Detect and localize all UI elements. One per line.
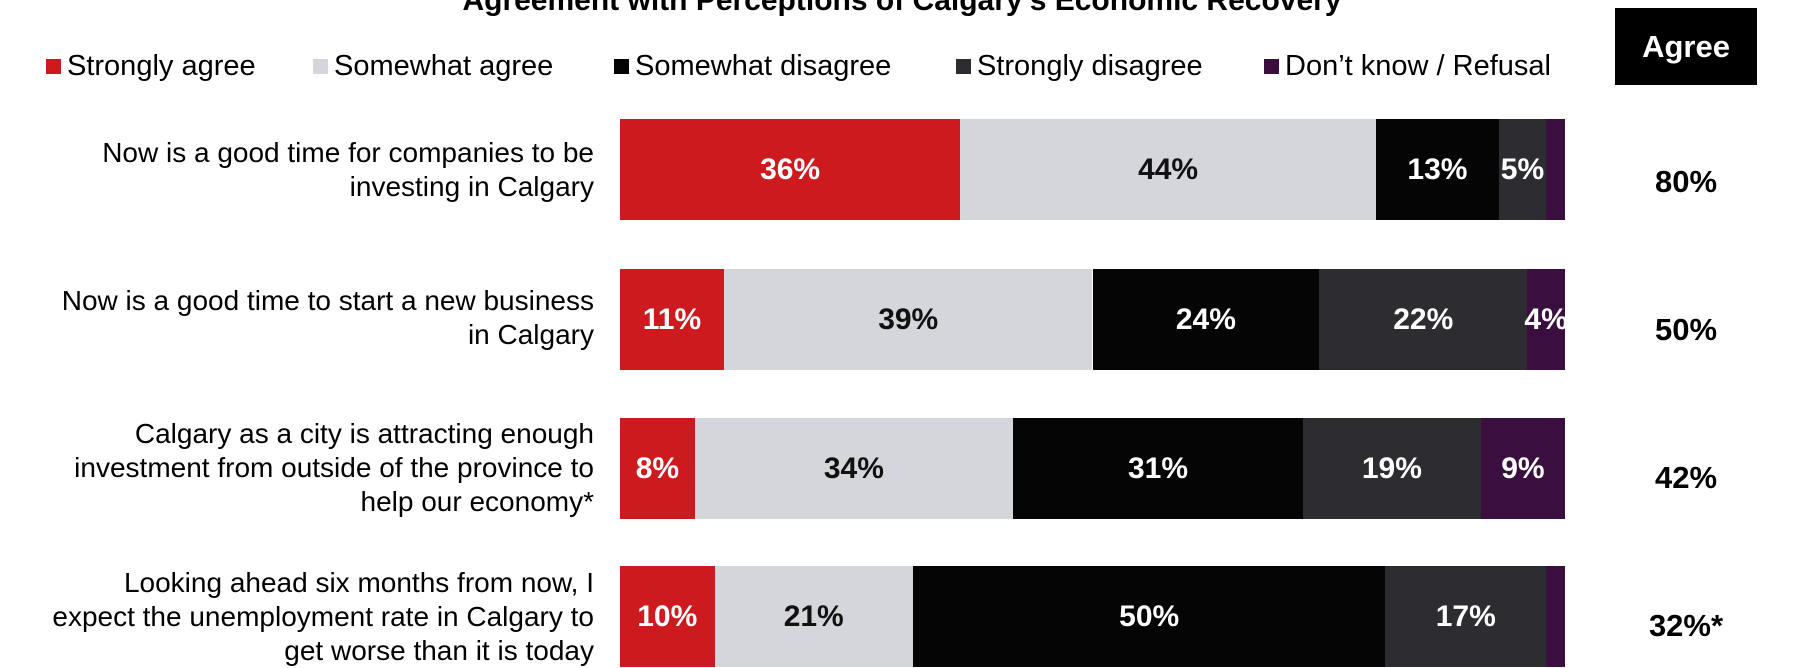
bar-row-3: 8% 34% 31% 19% 9% bbox=[620, 418, 1565, 519]
legend: Strongly agree Somewhat agree Somewhat d… bbox=[0, 48, 1600, 84]
data-label-somewhat-disagree-row-1: 13% bbox=[1407, 152, 1468, 186]
legend-label-dont-know: Don’t know / Refusal bbox=[1285, 49, 1551, 82]
bar-segment-dont-know-row-4 bbox=[1546, 566, 1565, 667]
bar-segment-strongly-disagree-row-2: 22% bbox=[1319, 269, 1528, 370]
data-label-somewhat-disagree-row-3: 31% bbox=[1127, 451, 1189, 485]
row-label-1-line-2: investing in Calgary bbox=[349, 171, 594, 202]
chart-title: Agreement with Perceptions of Calgary's … bbox=[462, 0, 1342, 17]
agree-value-row-2: 50% bbox=[1654, 312, 1718, 347]
legend-swatch-dont-know bbox=[1264, 58, 1279, 74]
bar-segment-dont-know-row-2: 4% bbox=[1524, 269, 1568, 370]
agree-value-row-1: 80% bbox=[1654, 164, 1718, 199]
bar-segment-strongly-disagree-row-3: 19% bbox=[1303, 418, 1481, 519]
legend-swatch-somewhat-disagree bbox=[614, 58, 629, 74]
legend-swatch-strongly-disagree bbox=[956, 58, 971, 74]
bar-segment-somewhat-agree-row-2: 39% bbox=[723, 269, 1093, 370]
row-label-4-line-1: Looking ahead six months from now, I bbox=[123, 567, 594, 598]
bar-segment-strongly-disagree-row-1: 5% bbox=[1498, 119, 1547, 220]
data-label-somewhat-agree-row-2: 39% bbox=[878, 302, 939, 336]
data-label-somewhat-agree-row-3: 34% bbox=[823, 451, 884, 485]
data-label-dont-know-row-3: 9% bbox=[1501, 451, 1545, 485]
data-label-strongly-disagree-row-1: 5% bbox=[1500, 152, 1545, 186]
data-label-somewhat-agree-row-4: 21% bbox=[783, 599, 844, 633]
bar-segment-somewhat-disagree-row-1: 13% bbox=[1376, 119, 1499, 220]
legend-label-somewhat-agree: Somewhat agree bbox=[334, 49, 554, 82]
data-label-strongly-agree-row-4: 10% bbox=[637, 599, 698, 633]
row-label-3-line-3: help our economy* bbox=[360, 486, 594, 517]
bar-segment-dont-know-row-1 bbox=[1546, 119, 1565, 220]
agree-value-row-4: 32%* bbox=[1648, 608, 1724, 643]
legend-swatch-strongly-agree bbox=[46, 58, 61, 74]
bar-segment-strongly-agree-row-2: 11% bbox=[620, 269, 724, 370]
legend-label-somewhat-disagree: Somewhat disagree bbox=[635, 49, 892, 82]
row-label-4: Looking ahead six months from now, I exp… bbox=[0, 566, 594, 668]
data-label-strongly-disagree-row-2: 22% bbox=[1393, 302, 1454, 336]
bar-row-2: 11% 39% 24% 22% 4% bbox=[620, 269, 1568, 370]
data-label-somewhat-disagree-row-4: 50% bbox=[1119, 599, 1180, 633]
row-label-3-line-1: Calgary as a city is attracting enough bbox=[134, 418, 594, 449]
data-label-dont-know-row-2: 4% bbox=[1524, 302, 1568, 336]
legend-item-dont-know: Don’t know / Refusal bbox=[1264, 48, 1551, 84]
bar-row-1: 36% 44% 13% 5% bbox=[620, 119, 1565, 220]
row-label-1-line-1: Now is a good time for companies to be bbox=[102, 137, 594, 168]
bar-segment-somewhat-agree-row-1: 44% bbox=[960, 119, 1376, 220]
legend-item-strongly-agree: Strongly agree bbox=[46, 48, 256, 84]
row-label-1: Now is a good time for companies to be i… bbox=[0, 136, 594, 204]
data-label-somewhat-disagree-row-2: 24% bbox=[1175, 302, 1236, 336]
bar-segment-strongly-agree-row-4: 10% bbox=[620, 566, 715, 667]
row-label-3: Calgary as a city is attracting enough i… bbox=[0, 417, 594, 519]
bar-segment-somewhat-disagree-row-2: 24% bbox=[1092, 269, 1320, 370]
bar-segment-somewhat-agree-row-4: 21% bbox=[714, 566, 913, 667]
bar-segment-strongly-agree-row-3: 8% bbox=[620, 418, 695, 519]
legend-label-strongly-disagree: Strongly disagree bbox=[977, 49, 1203, 82]
data-label-strongly-disagree-row-4: 17% bbox=[1435, 599, 1496, 633]
data-label-strongly-agree-row-2: 11% bbox=[642, 302, 702, 336]
legend-label-strongly-agree: Strongly agree bbox=[67, 49, 256, 82]
bar-segment-dont-know-row-3: 9% bbox=[1480, 418, 1565, 519]
bar-segment-somewhat-disagree-row-4: 50% bbox=[912, 566, 1386, 667]
legend-swatch-somewhat-agree bbox=[313, 58, 328, 74]
bar-segment-somewhat-agree-row-3: 34% bbox=[694, 418, 1013, 519]
row-label-2-line-1: Now is a good time to start a new busine… bbox=[61, 285, 594, 316]
data-label-somewhat-agree-row-1: 44% bbox=[1138, 152, 1199, 186]
legend-item-somewhat-disagree: Somewhat disagree bbox=[614, 48, 891, 84]
row-label-2: Now is a good time to start a new busine… bbox=[0, 284, 594, 352]
legend-item-somewhat-agree: Somewhat agree bbox=[313, 48, 553, 84]
legend-item-strongly-disagree: Strongly disagree bbox=[956, 48, 1203, 84]
row-label-4-line-3: get worse than it is today bbox=[284, 635, 594, 666]
bar-row-4: 10% 21% 50% 17% bbox=[620, 566, 1565, 667]
data-label-strongly-disagree-row-3: 19% bbox=[1361, 451, 1422, 485]
agree-column-header: Agree bbox=[1615, 8, 1757, 85]
data-label-strongly-agree-row-3: 8% bbox=[635, 451, 680, 485]
bar-segment-somewhat-disagree-row-3: 31% bbox=[1012, 418, 1304, 519]
row-label-3-line-2: investment from outside of the province … bbox=[74, 452, 594, 483]
row-label-2-line-2: in Calgary bbox=[467, 319, 594, 350]
bar-segment-strongly-agree-row-1: 36% bbox=[620, 119, 961, 220]
data-label-strongly-agree-row-1: 36% bbox=[760, 152, 821, 186]
agree-value-row-3: 42% bbox=[1654, 460, 1718, 495]
bar-segment-strongly-disagree-row-4: 17% bbox=[1385, 566, 1547, 667]
row-label-4-line-2: expect the unemployment rate in Calgary … bbox=[52, 601, 594, 632]
